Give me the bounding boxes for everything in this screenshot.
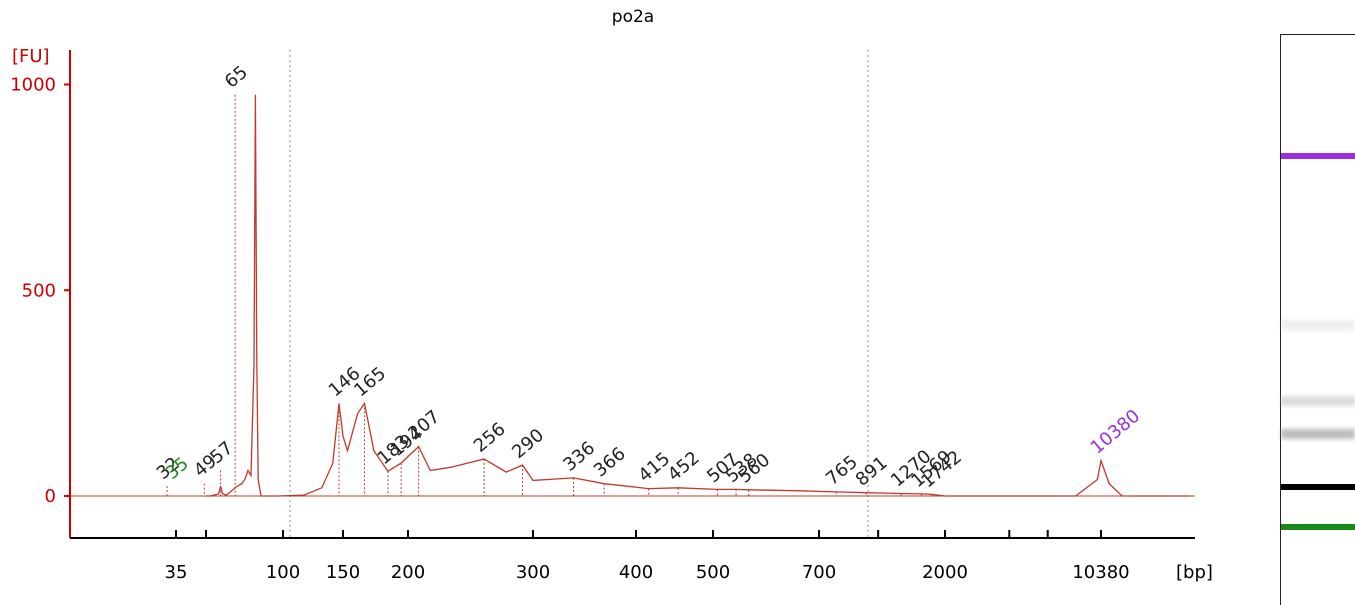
x-tick-label: 10380 <box>1072 562 1129 583</box>
chart-axes: 0 500 1000 35 100 150 200 300 400 500 700 2000 10380 <box>10 50 1195 583</box>
region-lines <box>289 50 869 538</box>
x-tick-label: 2000 <box>922 562 968 583</box>
peak-label: 10380 <box>1087 406 1144 459</box>
peak-label: 366 <box>590 443 630 481</box>
gel-band <box>1281 483 1355 490</box>
gel-band <box>1281 320 1355 331</box>
peak-label: 290 <box>508 425 548 463</box>
y-tick-label: 500 <box>22 280 56 301</box>
electropherogram-trace <box>206 94 1190 497</box>
peak-label: 891 <box>852 452 892 490</box>
y-axis-unit-label: [FU] <box>12 46 50 67</box>
x-tick-label: 300 <box>516 562 550 583</box>
gel-image-lane <box>1280 34 1355 605</box>
x-tick-label: 200 <box>391 562 425 583</box>
peak-label: 65 <box>221 62 252 93</box>
peak-label: 165 <box>350 363 390 401</box>
y-tick-label: 0 <box>45 486 56 507</box>
y-tick-label: 1000 <box>10 75 56 96</box>
x-tick-label: 500 <box>696 562 730 583</box>
x-tick-label: 150 <box>326 562 360 583</box>
x-axis-unit-label: [bp] <box>1176 562 1213 583</box>
x-tick-label: 100 <box>266 562 300 583</box>
x-tick-label: 400 <box>619 562 653 583</box>
gel-band <box>1281 524 1355 531</box>
peak-label: 256 <box>470 419 510 457</box>
x-tick-label: 700 <box>802 562 836 583</box>
trace-layer <box>70 94 1195 497</box>
x-tick-label: 35 <box>165 562 188 583</box>
peak-label: 452 <box>664 447 704 485</box>
gel-band <box>1281 429 1355 440</box>
gel-band <box>1281 395 1355 406</box>
chart-title: po2a <box>612 7 654 27</box>
gel-band <box>1281 153 1355 160</box>
